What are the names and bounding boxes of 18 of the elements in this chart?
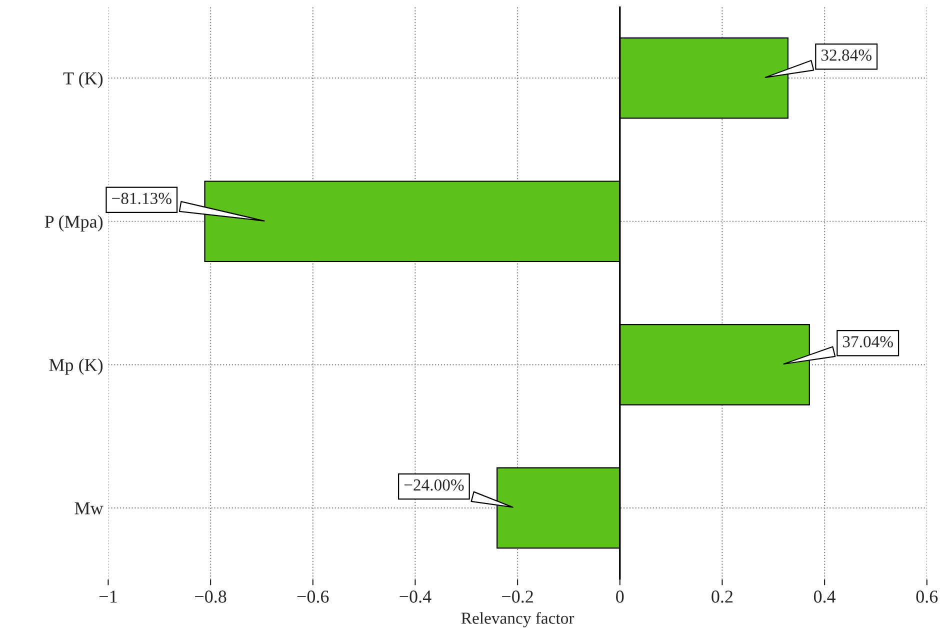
x-tick-label: 0.6: [916, 590, 938, 603]
y-tick-label: Mw: [74, 502, 104, 514]
x-tick-label: 0.2: [712, 590, 733, 603]
x-tick-label: 0.4: [814, 590, 836, 603]
x-tick-label: −0.8: [195, 590, 226, 603]
x-axis-title: Relevancy factor: [461, 612, 574, 628]
x-tick-label: −0.4: [400, 590, 432, 603]
x-tick-label: 0: [616, 590, 624, 603]
y-tick-label: P (Mpa): [44, 215, 103, 232]
data-label: 32.84%: [821, 50, 872, 61]
x-tick-label: −1: [100, 590, 117, 603]
data-label: −24.00%: [404, 479, 464, 491]
x-tick-label: −0.6: [297, 590, 329, 603]
x-tick-label: −0.2: [502, 590, 533, 603]
y-tick-label: Mp (K): [49, 358, 103, 375]
data-label: 37.04%: [842, 336, 893, 348]
data-label: −81.13%: [112, 192, 172, 204]
y-tick-label: T (K): [63, 72, 103, 88]
